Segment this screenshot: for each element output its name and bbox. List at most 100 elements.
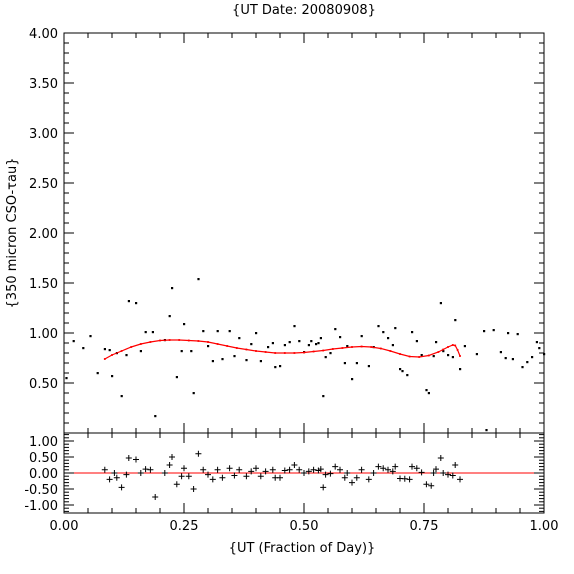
residual-point <box>125 454 132 461</box>
data-point <box>120 395 123 398</box>
residual-point <box>226 465 233 472</box>
residual-point <box>111 470 118 476</box>
residual-point <box>147 466 154 473</box>
residual-point <box>236 466 243 473</box>
data-point <box>504 357 507 360</box>
residual-point <box>166 462 173 468</box>
data-point <box>171 287 174 290</box>
data-point <box>267 346 270 349</box>
residual-point <box>123 471 130 478</box>
residual-point <box>277 474 283 481</box>
residual-point <box>301 470 307 476</box>
residual-point <box>406 476 413 483</box>
data-point <box>111 375 114 378</box>
residual-point <box>327 470 334 477</box>
residual-point <box>113 474 120 481</box>
residual-point <box>296 466 303 473</box>
data-point <box>288 341 291 344</box>
y-tick-label: 2.50 <box>29 177 58 192</box>
residual-point <box>428 482 435 489</box>
data-point <box>108 349 111 352</box>
residual-point <box>341 474 348 481</box>
y-tick-label: 3.00 <box>29 127 58 142</box>
data-point <box>425 389 428 392</box>
residual-points <box>101 450 463 500</box>
residual-point <box>142 466 149 473</box>
top-y-tick-labels: 4.00 3.50 3.00 2.50 2.00 1.50 1.00 0.50 <box>29 27 58 392</box>
data-point <box>283 344 286 347</box>
data-point <box>360 335 363 338</box>
residual-point <box>358 466 365 473</box>
data-point <box>387 337 390 340</box>
residual-point <box>190 486 197 492</box>
data-point <box>343 362 346 365</box>
residual-point <box>423 481 430 488</box>
residual-point <box>305 468 312 475</box>
data-point <box>420 354 423 357</box>
residual-point <box>310 466 317 473</box>
residual-point <box>219 474 226 481</box>
data-point <box>329 352 332 355</box>
y-axis-label: {350 micron CSO-τau} <box>5 158 20 309</box>
data-point <box>274 366 277 369</box>
y-tick-label: 4.00 <box>29 27 58 42</box>
y-tick-label: 0.50 <box>29 451 58 466</box>
residual-point <box>185 473 192 480</box>
y-tick-label: 2.00 <box>29 227 58 242</box>
data-point <box>463 345 466 348</box>
x-tick-label: 0.50 <box>290 519 319 534</box>
residual-point <box>286 466 293 473</box>
data-point <box>315 343 318 346</box>
data-point <box>334 328 337 331</box>
residual-point <box>118 484 125 491</box>
residual-point <box>214 466 221 473</box>
residual-point <box>161 470 168 476</box>
data-point <box>521 366 524 369</box>
x-tick-labels: 0.00 0.25 0.50 0.75 1.00 <box>50 519 559 534</box>
data-point <box>499 351 502 354</box>
residual-point <box>433 466 439 473</box>
y-tick-label: 1.00 <box>29 435 58 450</box>
residual-point <box>248 468 255 475</box>
data-point <box>271 342 274 345</box>
residual-point <box>320 484 327 491</box>
data-point <box>307 344 310 347</box>
data-point <box>538 347 541 350</box>
data-point <box>459 368 462 371</box>
residual-point <box>106 476 113 483</box>
data-point <box>319 337 322 340</box>
residual-point <box>409 463 415 470</box>
data-point <box>183 323 186 326</box>
data-point <box>442 350 445 353</box>
residual-point <box>418 469 425 476</box>
data-point <box>298 340 301 343</box>
data-point <box>89 335 92 338</box>
data-point <box>483 330 486 333</box>
data-point <box>190 350 193 353</box>
residual-point <box>344 470 351 476</box>
data-point <box>310 340 313 343</box>
data-point <box>245 359 248 362</box>
data-point <box>507 332 510 335</box>
data-point <box>535 341 538 344</box>
data-point <box>151 331 154 334</box>
data-point <box>180 350 183 353</box>
residual-point <box>231 472 238 479</box>
residual-point <box>437 454 444 461</box>
data-point <box>255 332 258 335</box>
data-point <box>516 333 519 336</box>
top-panel: 4.00 3.50 3.00 2.50 2.00 1.50 1.00 0.50 {350 mi… <box>5 27 546 434</box>
data-point <box>221 358 224 361</box>
top-data-points <box>65 278 546 432</box>
residual-point <box>375 463 382 470</box>
residual-point <box>365 476 372 483</box>
residual-point <box>349 479 355 486</box>
x-tick-label: 1.00 <box>530 519 559 534</box>
data-point <box>211 360 214 363</box>
data-point <box>82 347 85 350</box>
data-point <box>454 319 457 322</box>
y-tick-label: 3.50 <box>29 77 58 92</box>
data-point <box>411 331 414 334</box>
residual-point <box>332 463 339 470</box>
